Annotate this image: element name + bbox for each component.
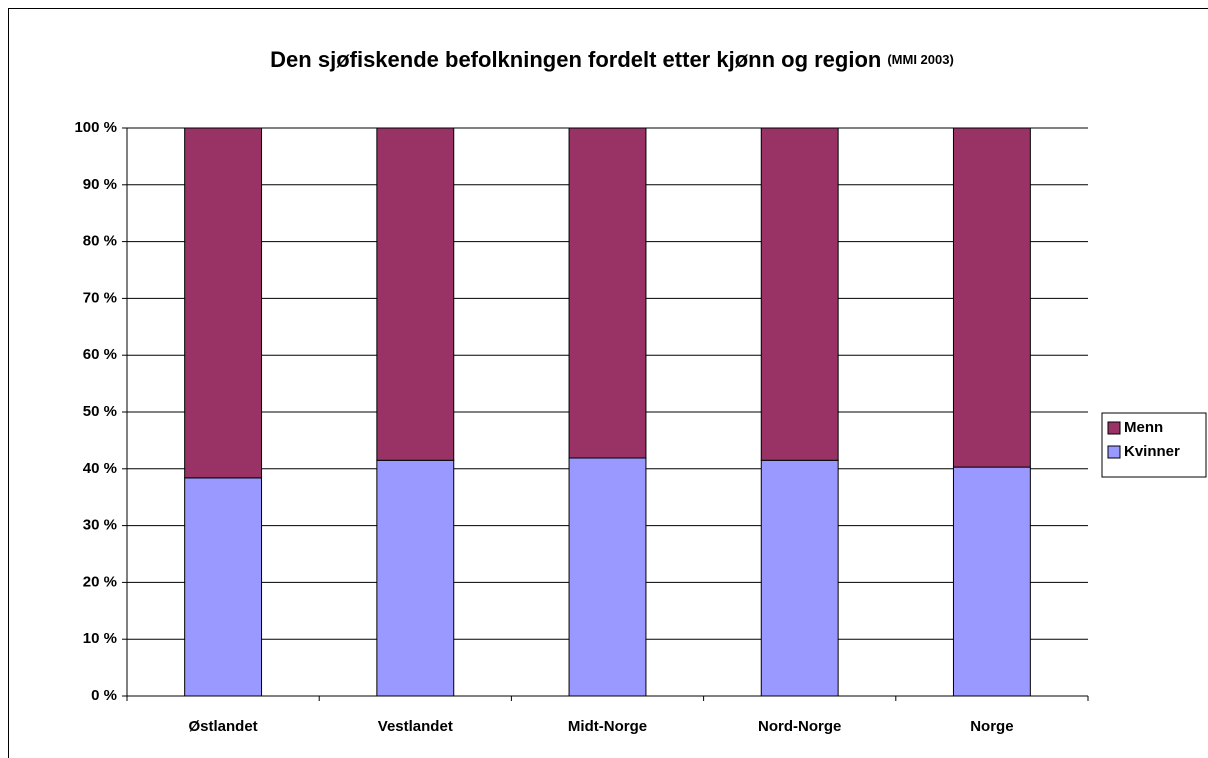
bar-segment — [376, 459, 455, 697]
bar-segment — [568, 127, 647, 459]
bar-segment — [376, 127, 455, 461]
x-tick-label: Midt-Norge — [568, 718, 647, 735]
x-tick-label: Østlandet — [189, 718, 258, 735]
y-tick-label: 10 % — [83, 630, 117, 647]
y-tick-label: 80 % — [83, 233, 117, 250]
legend-label: Kvinner — [1124, 443, 1180, 460]
y-tick-label: 100 % — [74, 119, 117, 136]
legend-swatch — [1107, 445, 1121, 459]
y-tick-label: 30 % — [83, 517, 117, 534]
bar-segment — [760, 127, 839, 461]
bar-segment — [760, 459, 839, 697]
bar-segment — [184, 127, 263, 479]
bar-segment — [952, 466, 1031, 697]
y-tick-label: 90 % — [83, 176, 117, 193]
bar-segment — [184, 477, 263, 697]
y-tick-label: 40 % — [83, 460, 117, 477]
chart-title: Den sjøfiskende befolkningen fordelt ett… — [270, 47, 881, 72]
legend-swatch — [1107, 421, 1121, 435]
bar-segment — [952, 127, 1031, 468]
y-tick-label: 50 % — [83, 403, 117, 420]
x-tick-label: Norge — [970, 718, 1013, 735]
x-tick-label: Nord-Norge — [758, 718, 841, 735]
bar-segment — [568, 457, 647, 697]
y-tick-label: 20 % — [83, 573, 117, 590]
chart-title-group: Den sjøfiskende befolkningen fordelt ett… — [270, 47, 954, 72]
y-tick-label: 60 % — [83, 346, 117, 363]
y-tick-label: 70 % — [83, 289, 117, 306]
chart-subtitle: (MMI 2003) — [887, 52, 953, 67]
legend-label: Menn — [1124, 419, 1163, 436]
x-tick-label: Vestlandet — [378, 718, 453, 735]
y-tick-label: 0 % — [91, 687, 117, 704]
